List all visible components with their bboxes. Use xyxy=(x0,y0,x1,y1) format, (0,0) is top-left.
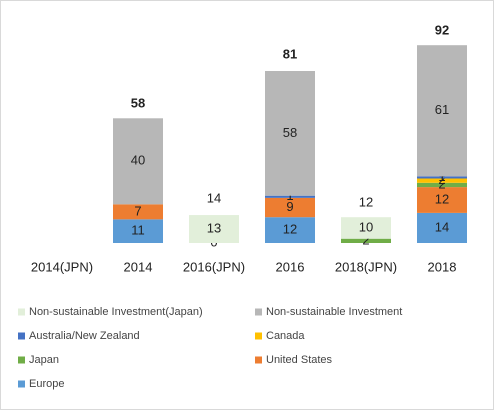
total-label: 14 xyxy=(207,190,221,205)
data-label: 7 xyxy=(134,203,141,218)
total-label: 58 xyxy=(131,96,145,111)
total-label: 81 xyxy=(283,46,297,61)
bar-segment xyxy=(189,215,239,243)
data-label: 61 xyxy=(435,102,449,117)
data-label: 2 xyxy=(362,232,369,247)
bar-segment xyxy=(417,212,467,243)
x-tick-label: 2016(JPN) xyxy=(183,259,245,274)
total-label: 92 xyxy=(435,23,449,38)
legend-swatch xyxy=(18,380,25,388)
bar-segment xyxy=(341,238,391,243)
bar-segment xyxy=(113,219,163,243)
bar-segment xyxy=(417,178,467,183)
bar-segment xyxy=(265,195,315,198)
bar-segment xyxy=(417,176,467,179)
bar-segment xyxy=(265,217,315,243)
legend-label: Japan xyxy=(29,354,59,366)
legend-swatch xyxy=(18,356,25,364)
bar-segment xyxy=(417,187,467,213)
bar-segment xyxy=(341,217,391,239)
data-label: 2 xyxy=(438,176,445,191)
bar-segment xyxy=(113,118,163,205)
legend-label: Australia/New Zealand xyxy=(29,330,140,342)
x-tick-label: 2018(JPN) xyxy=(335,259,397,274)
legend-label: Europe xyxy=(29,378,64,390)
bar-segment xyxy=(265,197,315,218)
data-label: 1 xyxy=(438,169,445,184)
data-label: 14 xyxy=(435,219,449,234)
data-label: 12 xyxy=(283,222,297,237)
bar-segment xyxy=(417,45,467,177)
data-label: 11 xyxy=(131,223,145,238)
legend-label: Canada xyxy=(266,330,305,342)
legend-label: Non-sustainable Investment xyxy=(266,306,402,318)
bar-segment xyxy=(113,204,163,220)
x-tick-label: 2014 xyxy=(124,259,153,274)
total-label: 12 xyxy=(359,195,373,210)
data-label: 1 xyxy=(286,188,293,203)
legend-label: Non-sustainable Investment(Japan) xyxy=(29,306,203,318)
data-label: 58 xyxy=(283,125,297,140)
data-label: 2 xyxy=(438,172,445,187)
bar-segment xyxy=(265,71,315,196)
legend-swatch xyxy=(18,332,25,340)
x-tick-label: 2014(JPN) xyxy=(31,259,93,274)
x-tick-label: 2018 xyxy=(428,259,457,274)
data-label: 12 xyxy=(435,191,449,206)
data-label: 40 xyxy=(131,153,145,168)
legend-swatch xyxy=(255,332,262,340)
x-tick-label: 2016 xyxy=(276,259,305,274)
bar-segment xyxy=(417,182,467,188)
legend: Non-sustainable Investment(Japan) Non-sus… xyxy=(18,306,402,390)
legend-swatch xyxy=(255,356,262,364)
legend-swatch xyxy=(255,308,262,316)
data-label: 9 xyxy=(286,199,293,214)
data-label: 10 xyxy=(359,219,373,234)
legend-swatch xyxy=(18,308,25,316)
legend-label: United States xyxy=(266,354,333,366)
data-label: 13 xyxy=(207,220,221,235)
